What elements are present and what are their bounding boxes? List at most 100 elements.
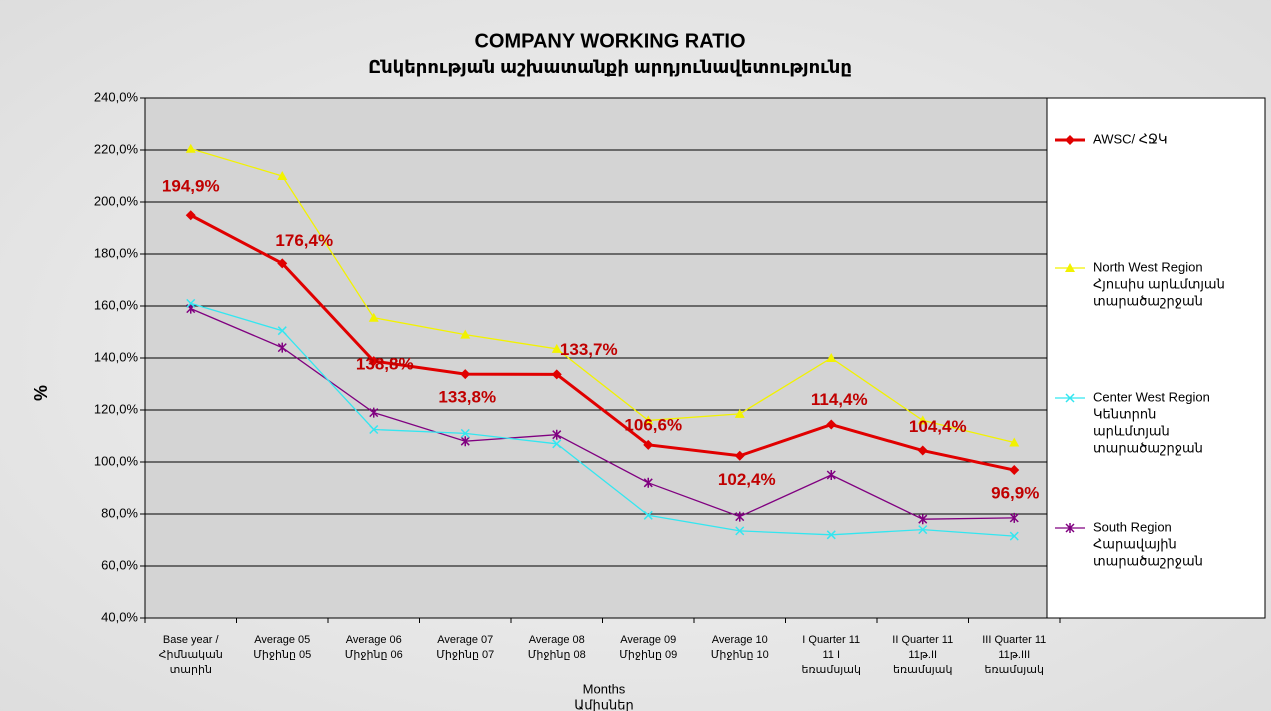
marker bbox=[643, 415, 654, 425]
marker bbox=[460, 436, 470, 447]
marker bbox=[826, 419, 837, 430]
data-label: 133,8% bbox=[438, 388, 496, 407]
y-axis-label: % bbox=[31, 385, 51, 401]
marker bbox=[918, 525, 928, 535]
x-tick-label: Միջինը 05 bbox=[253, 649, 311, 661]
marker bbox=[369, 424, 379, 435]
data-label: 102,4% bbox=[718, 470, 776, 489]
marker bbox=[551, 369, 562, 380]
legend-label: North West Region bbox=[1093, 259, 1203, 274]
marker bbox=[826, 530, 836, 540]
chart-title: COMPANY WORKING RATIO bbox=[474, 30, 745, 52]
x-tick-label: Միջինը 06 bbox=[345, 649, 403, 661]
x-tick-label: Հիմնական bbox=[159, 649, 223, 661]
x-axis-label: Months bbox=[583, 681, 626, 696]
x-tick-label: եռամսյակ bbox=[985, 664, 1044, 676]
y-tick-label: 180,0% bbox=[94, 245, 139, 260]
legend-label: Center West Region bbox=[1093, 389, 1210, 404]
legend-label: տարածաշրջան bbox=[1093, 293, 1203, 308]
marker bbox=[277, 342, 287, 353]
y-tick-label: 100,0% bbox=[94, 453, 139, 468]
legend bbox=[1046, 97, 1266, 619]
marker bbox=[460, 428, 470, 438]
marker bbox=[1065, 393, 1075, 403]
y-tick-label: 160,0% bbox=[94, 297, 139, 312]
x-tick-label: տարին bbox=[170, 664, 212, 676]
series-line bbox=[190, 213, 1015, 472]
x-tick-label: III Quarter 11 bbox=[982, 634, 1046, 646]
y-tick-label: 60,0% bbox=[101, 557, 138, 572]
chart-subtitle: Ընկերության աշխատանքի արդյունավետություն… bbox=[368, 57, 852, 77]
marker bbox=[277, 171, 288, 180]
legend-label: Կենտրոն bbox=[1093, 406, 1156, 421]
marker bbox=[368, 356, 379, 367]
data-label: 104,4% bbox=[909, 417, 967, 436]
data-label: 194,9% bbox=[162, 177, 220, 196]
x-tick-label: Միջինը 08 bbox=[528, 649, 586, 661]
legend-label: South Region bbox=[1093, 519, 1172, 534]
marker bbox=[277, 258, 288, 269]
series-line bbox=[190, 148, 1015, 444]
marker bbox=[1009, 437, 1020, 447]
x-tick-label: եռամսյակ bbox=[802, 664, 861, 676]
marker bbox=[826, 470, 836, 480]
marker bbox=[185, 143, 196, 153]
marker bbox=[552, 439, 562, 449]
y-tick-label: 220,0% bbox=[94, 141, 139, 156]
x-tick-label: Base year / bbox=[163, 634, 220, 646]
x-tick-label: Average 06 bbox=[346, 634, 402, 646]
marker bbox=[552, 429, 562, 440]
x-tick-label: Average 09 bbox=[620, 634, 676, 646]
data-label: 138,8% bbox=[356, 355, 414, 374]
data-label: 176,4% bbox=[275, 231, 333, 250]
marker bbox=[734, 450, 745, 461]
x-tick-label: 11թ.II bbox=[908, 649, 937, 661]
x-tick-label: Average 07 bbox=[437, 634, 493, 646]
marker bbox=[918, 514, 928, 525]
data-label: 106,6% bbox=[624, 415, 682, 434]
series-line bbox=[190, 302, 1015, 537]
x-tick-label: Average 10 bbox=[712, 634, 768, 646]
x-axis-label: Ամիսներ bbox=[574, 697, 633, 711]
marker bbox=[735, 511, 745, 522]
marker bbox=[551, 343, 562, 353]
marker bbox=[369, 407, 379, 418]
marker bbox=[1065, 135, 1075, 145]
x-tick-label: Միջինը 10 bbox=[711, 649, 769, 661]
x-tick-label: Average 05 bbox=[254, 634, 310, 646]
marker bbox=[643, 510, 653, 520]
marker bbox=[826, 353, 837, 362]
data-label: 114,4% bbox=[811, 390, 868, 409]
marker bbox=[1065, 263, 1075, 272]
y-tick-label: 80,0% bbox=[101, 505, 138, 520]
marker bbox=[917, 415, 928, 425]
y-tick-label: 120,0% bbox=[94, 401, 139, 416]
marker bbox=[277, 326, 287, 336]
marker bbox=[734, 408, 745, 418]
x-tick-label: 11 I bbox=[822, 649, 840, 661]
x-tick-label: եռամսյակ bbox=[893, 664, 952, 676]
marker bbox=[460, 329, 471, 339]
x-tick-label: 11թ.III bbox=[998, 649, 1030, 661]
marker bbox=[1065, 523, 1075, 533]
data-label: 133,7% bbox=[560, 340, 618, 359]
x-tick-label: II Quarter 11 bbox=[892, 634, 953, 646]
data-label: 96,9% bbox=[991, 484, 1039, 503]
legend-label: Հյուսիս արևմտյան bbox=[1093, 276, 1225, 291]
legend-label: տարածաշրջան bbox=[1093, 440, 1203, 455]
marker bbox=[186, 298, 196, 308]
y-tick-label: 240,0% bbox=[94, 89, 139, 104]
marker bbox=[643, 477, 653, 488]
legend-label: տարածաշրջան bbox=[1093, 553, 1203, 568]
marker bbox=[735, 526, 745, 536]
marker bbox=[1009, 465, 1020, 476]
x-tick-label: Միջինը 07 bbox=[436, 649, 494, 661]
y-tick-label: 140,0% bbox=[94, 349, 139, 364]
marker bbox=[917, 445, 928, 456]
x-tick-label: Միջինը 09 bbox=[619, 649, 677, 661]
y-tick-label: 200,0% bbox=[94, 193, 139, 208]
marker bbox=[368, 312, 379, 322]
y-tick-label: 40,0% bbox=[101, 609, 138, 624]
legend-label: AWSC/ ՀՋԿ bbox=[1093, 131, 1168, 146]
